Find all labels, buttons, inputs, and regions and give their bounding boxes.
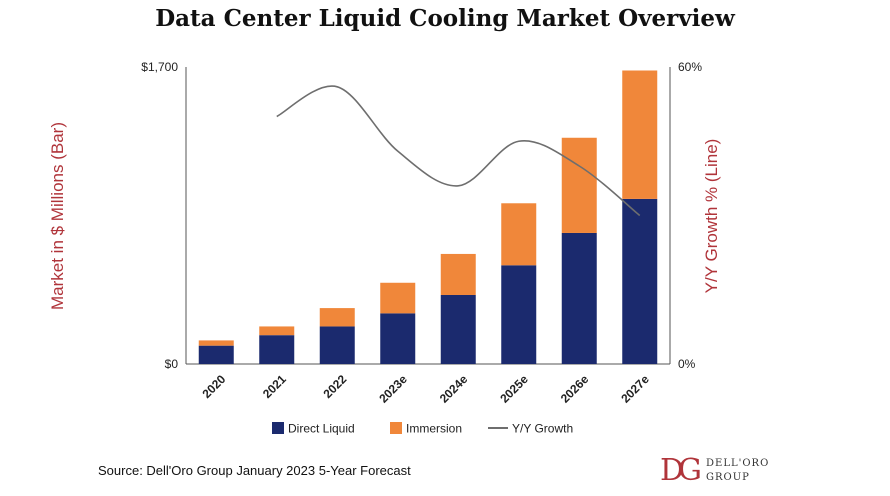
logo-line2: GROUP — [706, 472, 750, 483]
bar-immersion — [380, 282, 416, 314]
axes: $0 $1,700 0% 60% — [141, 60, 702, 371]
bar-direct-liquid — [622, 198, 658, 364]
x-tick-label: 2027e — [618, 372, 652, 406]
bar-direct-liquid — [440, 294, 476, 364]
logo-line1: DELL'ORO — [706, 458, 770, 469]
y-left-tick-label: $1,700 — [141, 60, 178, 74]
bar-immersion — [319, 308, 355, 327]
bar-immersion — [622, 70, 658, 199]
bar-direct-liquid — [380, 313, 416, 364]
bar-immersion — [198, 340, 234, 346]
bar-immersion — [561, 137, 597, 233]
logo-mark: DG — [660, 453, 702, 488]
x-tick-label: 2020 — [200, 372, 229, 401]
source-note: Source: Dell'Oro Group January 2023 5-Ye… — [98, 463, 411, 478]
bar-immersion — [501, 203, 537, 266]
legend-label: Direct Liquid — [288, 422, 355, 436]
bar-direct-liquid — [501, 265, 537, 364]
dell-oro-logo: DG DELL'ORO GROUP — [660, 452, 790, 492]
chart-title: Data Center Liquid Cooling Market Overvi… — [155, 5, 735, 32]
logo-text: DELL'ORO GROUP — [706, 457, 769, 485]
x-tick-label: 2023e — [376, 372, 410, 406]
y-right-tick-label: 60% — [678, 60, 702, 74]
x-tick-label: 2021 — [260, 372, 289, 401]
legend-label: Immersion — [406, 422, 462, 436]
y-left-tick-label: $0 — [165, 357, 179, 371]
bar-immersion — [259, 326, 295, 336]
x-tick-label: 2025e — [497, 372, 531, 406]
growth-line-layer — [276, 85, 641, 217]
x-tick-label: 2022 — [321, 372, 350, 401]
bars — [198, 70, 658, 364]
bar-direct-liquid — [319, 326, 355, 364]
y-right-tick-label: 0% — [678, 357, 696, 371]
legend-swatch — [272, 422, 284, 434]
bar-direct-liquid — [198, 345, 234, 364]
growth-line — [276, 85, 641, 217]
bar-immersion — [440, 253, 476, 295]
legend: Direct Liquid Immersion Y/Y Growth — [272, 422, 573, 436]
x-tick-label: 2026e — [558, 372, 592, 406]
x-tick-label: 2024e — [437, 372, 471, 406]
bar-direct-liquid — [259, 335, 295, 364]
bar-direct-liquid — [561, 232, 597, 364]
legend-label: Y/Y Growth — [512, 422, 573, 436]
x-tick-labels: 2020 2021 2022 2023e 2024e 2025e 2026e 2027e — [200, 372, 653, 406]
legend-swatch — [390, 422, 402, 434]
